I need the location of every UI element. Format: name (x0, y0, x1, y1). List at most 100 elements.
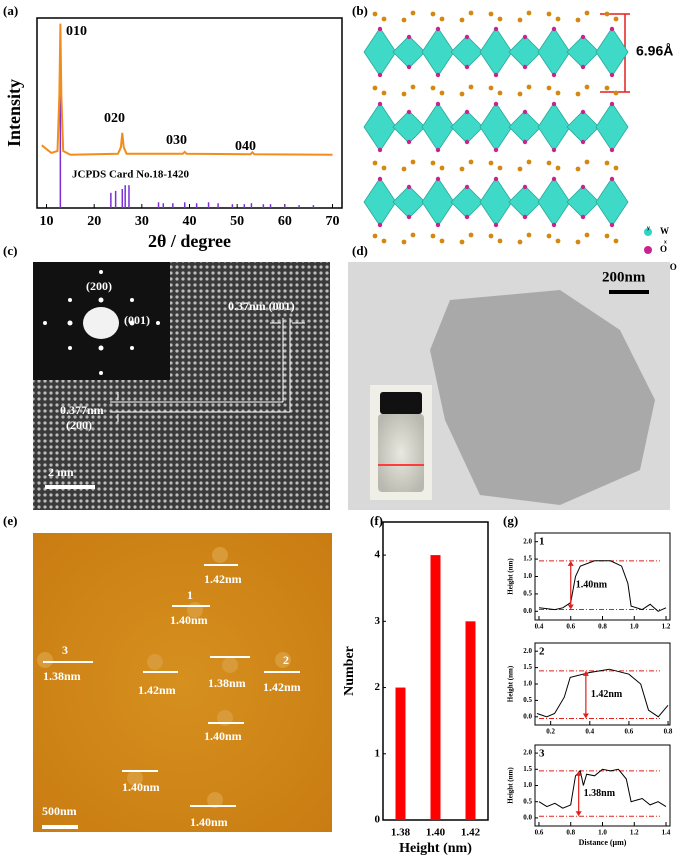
y-tick-label: 4 (375, 549, 381, 561)
legend-label: W (660, 226, 669, 236)
oxygen (377, 147, 383, 153)
spacing-label: 6.96Å (636, 43, 673, 59)
oxygen (377, 26, 383, 32)
oxygen (580, 214, 586, 220)
water (410, 232, 416, 238)
annotation: 1 (187, 588, 193, 602)
octahedron (508, 110, 542, 144)
x-tick-label: 60 (278, 214, 292, 229)
arrow-head (567, 604, 574, 610)
oxygen (580, 139, 586, 145)
oxygen (522, 214, 528, 220)
octahedron (363, 102, 397, 152)
flake (127, 770, 143, 786)
oxygen (580, 64, 586, 70)
y-tick-label: 3 (375, 615, 381, 627)
water (604, 233, 610, 239)
oxygen (609, 72, 615, 78)
water (439, 16, 445, 22)
annotation: (001) (124, 313, 150, 327)
y-tick-label: 0.0 (523, 814, 532, 822)
octahedron (566, 185, 600, 219)
x-tick-label: 0.6 (535, 829, 544, 837)
annotation: 1.40nm (190, 815, 228, 829)
oxygen (522, 139, 528, 145)
x-tick-label: 0.6 (625, 728, 634, 736)
annotation: (200) (66, 418, 92, 432)
water (430, 85, 436, 91)
axis-label: y (647, 225, 650, 231)
oxygen (609, 101, 615, 107)
annotation: 1.42nm (591, 689, 623, 700)
plot-label: 2 (539, 646, 545, 658)
water (546, 233, 552, 239)
octahedron (508, 35, 542, 69)
water (575, 239, 581, 245)
y-tick-label: 1.5 (523, 555, 532, 563)
annotation: 010 (66, 24, 87, 39)
water (381, 90, 387, 96)
water (584, 232, 590, 238)
water (546, 11, 552, 17)
water (459, 17, 465, 23)
oxygen (435, 176, 441, 182)
octahedron (450, 110, 484, 144)
oxygen (493, 147, 499, 153)
water (430, 11, 436, 17)
water (613, 16, 619, 22)
afm-image (33, 533, 332, 832)
water (468, 10, 474, 16)
x-tick-label: 0.8 (566, 829, 575, 837)
annotation: 1.40nm (576, 579, 608, 590)
flake (37, 652, 53, 668)
y-axis-label: Height (nm) (507, 767, 515, 804)
x-tick-label: 1.0 (598, 829, 607, 837)
scale-label: 200nm (602, 269, 646, 285)
oxygen (493, 101, 499, 107)
oxygen (522, 64, 528, 70)
bar (395, 687, 406, 820)
oxygen (580, 109, 586, 115)
spot (98, 297, 104, 303)
octahedron (595, 177, 629, 227)
plot-frame (534, 744, 671, 827)
annotation: 1.40nm (122, 780, 160, 794)
water (439, 165, 445, 171)
nanosheet (430, 290, 655, 505)
x-tick-label: 1.2 (662, 623, 671, 631)
plot-frame (534, 532, 671, 621)
water (488, 11, 494, 17)
water (410, 84, 416, 90)
octahedron (421, 177, 455, 227)
y-tick-label: 2.0 (523, 537, 532, 545)
water (468, 159, 474, 165)
octahedron (450, 185, 484, 219)
water (381, 165, 387, 171)
water (497, 90, 503, 96)
oxygen (551, 26, 557, 32)
oxygen (435, 222, 441, 228)
water (584, 10, 590, 16)
scale-bar (45, 485, 95, 489)
plot-label: 1 (539, 536, 545, 548)
y-tick-label: 0.5 (523, 696, 532, 704)
octahedron (537, 27, 571, 77)
x-tick-label: 1.40 (426, 827, 446, 839)
water (459, 166, 465, 172)
oxygen (435, 147, 441, 153)
annotation: 2 (283, 653, 289, 667)
water (459, 91, 465, 97)
oxygen (551, 101, 557, 107)
octahedron (508, 185, 542, 219)
panel-label: (a) (3, 3, 18, 18)
water (488, 85, 494, 91)
annotation: 3 (62, 643, 68, 657)
x-tick-label: 0.2 (546, 728, 555, 736)
water (584, 159, 590, 165)
octahedron (479, 27, 513, 77)
flake (207, 792, 223, 808)
x-tick-label: 1.42 (461, 827, 481, 839)
water (372, 160, 378, 166)
oxygen (435, 101, 441, 107)
water (439, 238, 445, 244)
